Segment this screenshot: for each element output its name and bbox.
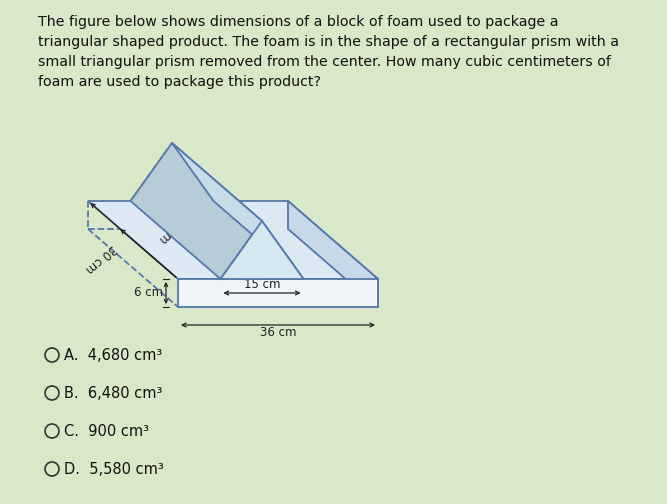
Polygon shape (131, 143, 262, 279)
Text: 36 cm: 36 cm (259, 326, 296, 339)
Text: D.  5,580 cm³: D. 5,580 cm³ (64, 462, 164, 476)
Text: A.  4,680 cm³: A. 4,680 cm³ (64, 347, 162, 362)
Polygon shape (172, 143, 303, 279)
Text: 20 cm: 20 cm (156, 211, 192, 245)
Text: B.  6,480 cm³: B. 6,480 cm³ (64, 386, 162, 401)
Polygon shape (221, 221, 303, 279)
Polygon shape (288, 201, 378, 307)
Text: 15 cm: 15 cm (243, 278, 280, 291)
Text: The figure below shows dimensions of a block of foam used to package a
triangula: The figure below shows dimensions of a b… (38, 15, 619, 89)
Text: 6 cm: 6 cm (134, 286, 163, 299)
Polygon shape (88, 201, 378, 279)
Polygon shape (178, 279, 378, 307)
Text: 30 cm: 30 cm (83, 242, 119, 276)
Text: C.  900 cm³: C. 900 cm³ (64, 423, 149, 438)
